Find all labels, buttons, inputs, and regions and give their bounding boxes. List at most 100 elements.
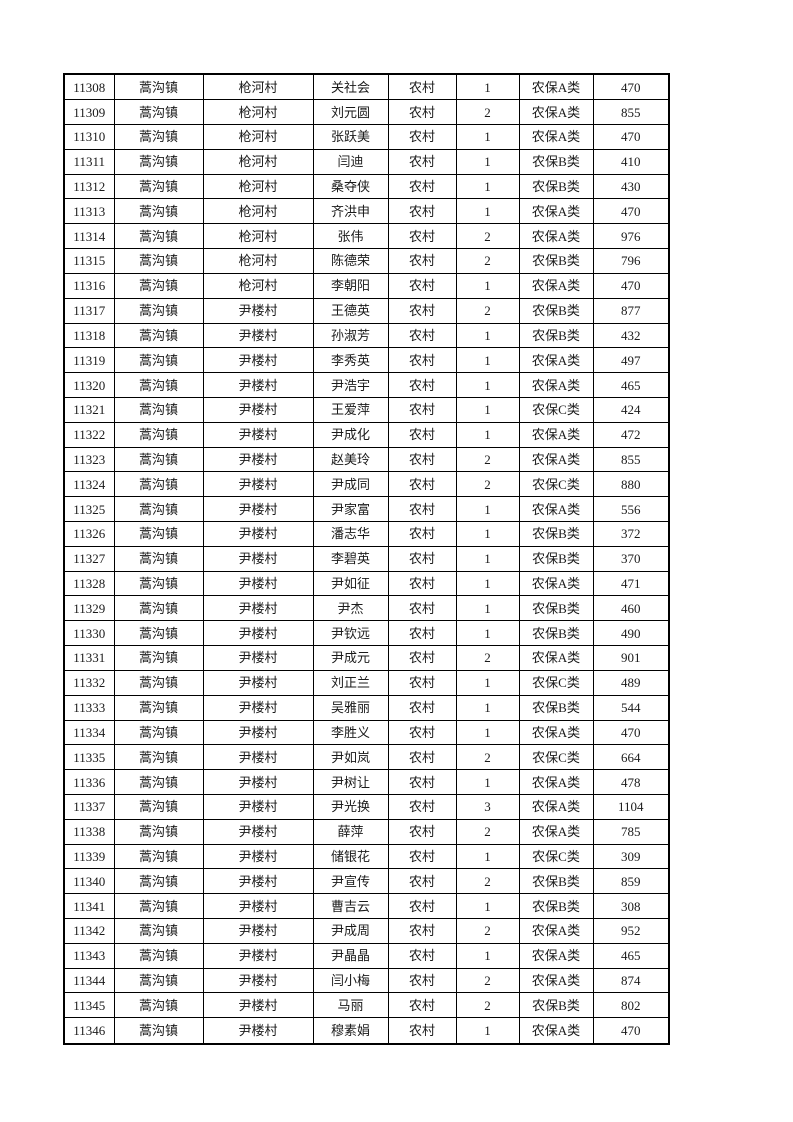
cell-amount: 544: [592, 694, 670, 721]
table-row: 11310 蒿沟镇 枪河村 张跃美 农村 1 农保A类 470: [63, 124, 670, 150]
cell-residence-type: 农村: [387, 396, 457, 423]
cell-village: 尹楼村: [202, 545, 314, 572]
cell-person-count: 2: [455, 223, 520, 250]
cell-person-count: 1: [455, 545, 520, 572]
cell-amount: 370: [592, 545, 670, 572]
cell-record-id: 11333: [63, 694, 115, 721]
cell-person-name: 尹成化: [312, 421, 389, 448]
cell-record-id: 11344: [63, 967, 115, 994]
cell-amount: 877: [592, 297, 670, 324]
table-row: 11326 蒿沟镇 尹楼村 潘志华 农村 1 农保B类 372: [63, 521, 670, 547]
cell-residence-type: 农村: [387, 521, 457, 547]
table-row: 11345 蒿沟镇 尹楼村 马丽 农村 2 农保B类 802: [63, 992, 670, 1019]
cell-town: 蒿沟镇: [113, 769, 204, 795]
cell-amount: 470: [592, 719, 670, 746]
cell-record-id: 11340: [63, 868, 115, 895]
table-row: 11330 蒿沟镇 尹楼村 尹钦远 农村 1 农保B类 490: [63, 620, 670, 647]
cell-record-id: 11323: [63, 446, 115, 473]
cell-person-name: 尹浩宇: [312, 372, 389, 398]
cell-residence-type: 农村: [387, 148, 457, 175]
cell-town: 蒿沟镇: [113, 694, 204, 721]
cell-village: 枪河村: [202, 73, 314, 101]
cell-insurance-category: 农保B类: [518, 521, 594, 547]
cell-residence-type: 农村: [387, 99, 457, 126]
cell-person-name: 王德英: [312, 297, 389, 324]
cell-person-name: 桑夺侠: [312, 173, 389, 200]
cell-insurance-category: 农保B类: [518, 694, 594, 721]
cell-town: 蒿沟镇: [113, 173, 204, 200]
table-row: 11343 蒿沟镇 尹楼村 尹晶晶 农村 1 农保A类 465: [63, 942, 670, 969]
cell-village: 尹楼村: [202, 992, 314, 1019]
cell-residence-type: 农村: [387, 570, 457, 597]
table-row: 11313 蒿沟镇 枪河村 齐洪申 农村 1 农保A类 470: [63, 198, 670, 225]
cell-person-count: 2: [455, 297, 520, 324]
cell-town: 蒿沟镇: [113, 148, 204, 175]
cell-person-name: 关社会: [312, 73, 389, 101]
cell-village: 尹楼村: [202, 595, 314, 622]
cell-insurance-category: 农保B类: [518, 173, 594, 200]
cell-amount: 460: [592, 595, 670, 622]
cell-town: 蒿沟镇: [113, 471, 204, 498]
cell-insurance-category: 农保A类: [518, 719, 594, 746]
cell-person-name: 尹成同: [312, 471, 389, 498]
cell-record-id: 11335: [63, 744, 115, 771]
cell-amount: 556: [592, 496, 670, 523]
cell-record-id: 11316: [63, 272, 115, 299]
cell-person-count: 1: [455, 396, 520, 423]
cell-insurance-category: 农保B类: [518, 248, 594, 274]
cell-residence-type: 农村: [387, 124, 457, 150]
cell-town: 蒿沟镇: [113, 942, 204, 969]
cell-residence-type: 农村: [387, 620, 457, 647]
cell-residence-type: 农村: [387, 793, 457, 820]
cell-amount: 430: [592, 173, 670, 200]
table-row: 11311 蒿沟镇 枪河村 闫迪 农村 1 农保B类 410: [63, 148, 670, 175]
cell-village: 尹楼村: [202, 918, 314, 944]
cell-residence-type: 农村: [387, 173, 457, 200]
cell-person-name: 李碧英: [312, 545, 389, 572]
cell-residence-type: 农村: [387, 719, 457, 746]
cell-town: 蒿沟镇: [113, 893, 204, 920]
cell-amount: 308: [592, 893, 670, 920]
cell-amount: 855: [592, 446, 670, 473]
cell-amount: 1104: [592, 793, 670, 820]
cell-person-name: 吴雅丽: [312, 694, 389, 721]
cell-person-count: 1: [455, 1017, 520, 1045]
cell-village: 尹楼村: [202, 793, 314, 820]
cell-residence-type: 农村: [387, 918, 457, 944]
cell-village: 枪河村: [202, 223, 314, 250]
cell-person-name: 李秀英: [312, 347, 389, 374]
table-row: 11334 蒿沟镇 尹楼村 李胜义 农村 1 农保A类 470: [63, 719, 670, 746]
cell-village: 尹楼村: [202, 893, 314, 920]
table-row: 11318 蒿沟镇 尹楼村 孙淑芳 农村 1 农保B类 432: [63, 322, 670, 349]
cell-village: 尹楼村: [202, 769, 314, 795]
table-row: 11328 蒿沟镇 尹楼村 尹如征 农村 1 农保A类 471: [63, 570, 670, 597]
cell-village: 尹楼村: [202, 843, 314, 870]
cell-person-count: 1: [455, 719, 520, 746]
cell-residence-type: 农村: [387, 942, 457, 969]
cell-village: 枪河村: [202, 148, 314, 175]
cell-record-id: 11317: [63, 297, 115, 324]
table-row: 11309 蒿沟镇 枪河村 刘元圆 农村 2 农保A类 855: [63, 99, 670, 126]
table-row: 11337 蒿沟镇 尹楼村 尹光换 农村 3 农保A类 1104: [63, 793, 670, 820]
cell-village: 枪河村: [202, 99, 314, 126]
cell-insurance-category: 农保A类: [518, 421, 594, 448]
cell-town: 蒿沟镇: [113, 372, 204, 398]
cell-town: 蒿沟镇: [113, 496, 204, 523]
cell-insurance-category: 农保B类: [518, 545, 594, 572]
cell-person-count: 1: [455, 421, 520, 448]
cell-record-id: 11330: [63, 620, 115, 647]
cell-town: 蒿沟镇: [113, 99, 204, 126]
cell-person-name: 陈德荣: [312, 248, 389, 274]
cell-village: 枪河村: [202, 173, 314, 200]
cell-record-id: 11334: [63, 719, 115, 746]
cell-town: 蒿沟镇: [113, 347, 204, 374]
cell-residence-type: 农村: [387, 322, 457, 349]
cell-town: 蒿沟镇: [113, 446, 204, 473]
cell-town: 蒿沟镇: [113, 719, 204, 746]
cell-person-count: 1: [455, 769, 520, 795]
cell-amount: 874: [592, 967, 670, 994]
cell-person-name: 尹家富: [312, 496, 389, 523]
cell-insurance-category: 农保C类: [518, 744, 594, 771]
table-row: 11341 蒿沟镇 尹楼村 曹吉云 农村 1 农保B类 308: [63, 893, 670, 920]
cell-amount: 465: [592, 942, 670, 969]
